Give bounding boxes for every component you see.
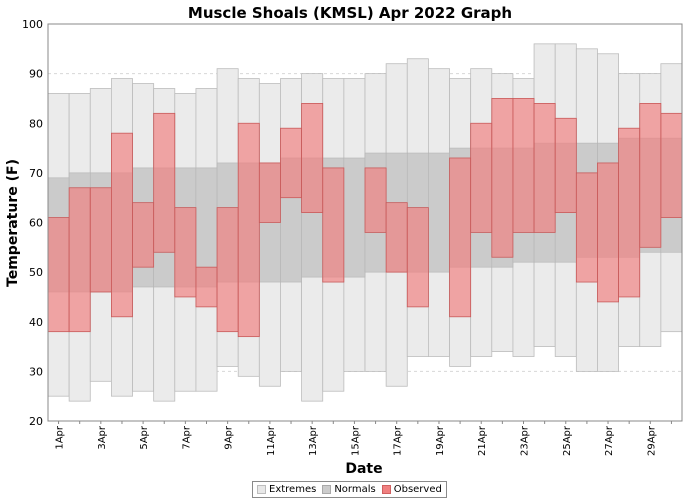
x-tick-label: 13Apr [308, 425, 319, 456]
observed-bar [174, 207, 197, 298]
x-tick-label: 11Apr [266, 425, 277, 456]
y-tick-label: 60 [29, 217, 43, 230]
x-tick-label: 19Apr [435, 425, 446, 456]
observed-bar [301, 103, 324, 213]
x-axis-label: Date [345, 461, 382, 477]
observed-bar [597, 162, 620, 303]
x-tick-label: 21Apr [477, 425, 488, 456]
plot-area: 20 30 40 50 60 70 80 90 100 1Apr 3Apr 5Apr 7Apr 9Apr 1… [22, 18, 683, 456]
normals-bar [428, 152, 450, 273]
observed-bar [322, 167, 345, 283]
observed-bar [660, 112, 683, 218]
y-tick-label: 50 [29, 266, 43, 279]
legend-swatch-observed [381, 485, 391, 494]
x-tick-label: 29Apr [646, 425, 657, 456]
legend-label-observed: Observed [393, 484, 442, 495]
y-tick-label: 90 [29, 68, 43, 81]
x-tick-label: 7Apr [181, 425, 192, 450]
legend-item-extremes: Extremes [257, 484, 316, 495]
legend-item-normals: Normals [322, 484, 376, 495]
observed-bar [216, 207, 239, 333]
legend-item-observed: Observed [381, 484, 442, 495]
observed-bar [385, 202, 408, 273]
x-tick-label: 25Apr [562, 425, 573, 456]
y-tick-label: 30 [29, 365, 43, 378]
y-tick-label: 40 [29, 316, 43, 329]
y-tick-label: 100 [22, 18, 43, 31]
legend-swatch-extremes [257, 485, 266, 494]
y-tick-label: 70 [29, 167, 43, 180]
observed-bar [258, 162, 281, 223]
observed-bar [618, 127, 641, 298]
y-axis-label: Temperature (F) [5, 159, 21, 287]
x-tick-label: 23Apr [520, 425, 531, 456]
x-tick-label: 3Apr [97, 425, 108, 450]
observed-bar [47, 217, 70, 333]
observed-bar [111, 132, 133, 318]
observed-bar [89, 187, 112, 293]
observed-bar [639, 103, 662, 248]
observed-bar [132, 202, 155, 268]
observed-bar [364, 167, 387, 233]
x-tick-label: 9Apr [224, 425, 235, 450]
x-tick-label: 5Apr [139, 425, 150, 450]
y-tick-label: 20 [29, 415, 43, 428]
chart-title: Muscle Shoals (KMSL) Apr 2022 Graph [188, 4, 512, 22]
y-tick-label: 80 [29, 117, 43, 130]
x-tick-label: 1Apr [55, 425, 66, 450]
observed-bar [195, 266, 218, 308]
observed-bar [449, 157, 472, 318]
observed-bar [470, 122, 493, 233]
observed-bar [575, 172, 598, 283]
x-tick-label: 15Apr [350, 425, 361, 456]
observed-bar [153, 112, 176, 253]
x-tick-label: 17Apr [393, 425, 404, 456]
x-tick-label: 27Apr [604, 425, 615, 456]
observed-bar [68, 187, 91, 333]
normals-bar [343, 157, 366, 278]
legend-label-extremes: Extremes [269, 484, 317, 495]
legend: Extremes Normals Observed [252, 481, 447, 498]
observed-bar [491, 98, 514, 258]
observed-bar [554, 117, 577, 213]
observed-bar [280, 127, 303, 199]
legend-label-normals: Normals [334, 484, 376, 495]
observed-bar [237, 122, 260, 338]
plot-frame [47, 23, 683, 422]
observed-bar [533, 103, 556, 233]
observed-bar [512, 98, 535, 233]
legend-swatch-normals [322, 485, 332, 494]
observed-bar [406, 207, 429, 308]
